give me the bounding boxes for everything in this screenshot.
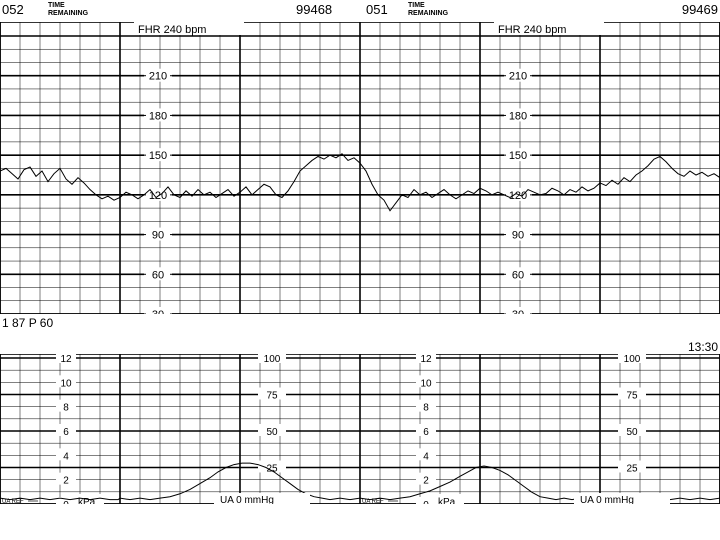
svg-text:6: 6 <box>423 427 429 438</box>
svg-text:4: 4 <box>423 451 429 462</box>
svg-text:UA 0 mmHg: UA 0 mmHg <box>580 495 634 504</box>
svg-text:180: 180 <box>509 110 527 122</box>
time-remaining-left-1: TIME <box>48 2 65 9</box>
svg-text:UA REF: UA REF <box>2 499 24 504</box>
svg-text:25: 25 <box>626 464 638 475</box>
svg-text:UA REF: UA REF <box>362 499 384 504</box>
svg-text:150: 150 <box>149 150 167 162</box>
svg-text:75: 75 <box>266 391 278 402</box>
svg-text:4: 4 <box>63 451 69 462</box>
svg-text:2: 2 <box>423 476 429 487</box>
svg-text:12: 12 <box>420 354 432 365</box>
svg-text:12: 12 <box>60 354 72 365</box>
panel-id-left: 052 <box>2 2 24 17</box>
svg-text:FHR 240 bpm: FHR 240 bpm <box>138 24 206 36</box>
svg-text:60: 60 <box>512 269 524 281</box>
svg-text:kPa: kPa <box>438 497 456 504</box>
svg-text:8: 8 <box>423 403 429 414</box>
panel-id-right: 051 <box>366 2 388 17</box>
fhr-svg: FHR 240 bpm306090120150180210FHR 240 bpm… <box>0 22 720 314</box>
svg-text:210: 210 <box>509 71 527 83</box>
ua-svg: 024681012kPa024681012kPa0255075100025507… <box>0 354 720 504</box>
svg-text:10: 10 <box>60 378 72 389</box>
svg-text:FHR 240 bpm: FHR 240 bpm <box>498 24 566 36</box>
header-row: 052 TIME REMAINING 99468 051 TIME REMAIN… <box>0 0 720 22</box>
svg-text:10: 10 <box>420 378 432 389</box>
svg-text:0: 0 <box>423 500 429 504</box>
mid-label: 1 87 P 60 <box>2 316 53 330</box>
svg-text:180: 180 <box>149 110 167 122</box>
mid-row: 1 87 P 60 13:30 <box>0 314 720 354</box>
svg-text:0: 0 <box>63 500 69 504</box>
svg-text:100: 100 <box>264 354 281 365</box>
svg-text:150: 150 <box>509 150 527 162</box>
center-number: 99468 <box>296 2 332 17</box>
time-remaining-right-2: REMAINING <box>408 10 448 17</box>
svg-text:100: 100 <box>624 354 641 365</box>
svg-text:210: 210 <box>149 71 167 83</box>
svg-text:60: 60 <box>152 269 164 281</box>
far-right-number: 99469 <box>682 2 718 17</box>
svg-text:6: 6 <box>63 427 69 438</box>
time-remaining-left-2: REMAINING <box>48 10 88 17</box>
svg-text:UA 0 mmHg: UA 0 mmHg <box>220 495 274 504</box>
ua-chart: 024681012kPa024681012kPa0255075100025507… <box>0 354 720 504</box>
svg-text:90: 90 <box>512 230 524 242</box>
svg-text:8: 8 <box>63 403 69 414</box>
svg-text:50: 50 <box>266 427 278 438</box>
svg-text:75: 75 <box>626 391 638 402</box>
time-remaining-right-1: TIME <box>408 2 425 9</box>
svg-text:50: 50 <box>626 427 638 438</box>
svg-text:120: 120 <box>509 190 527 202</box>
svg-text:2: 2 <box>63 476 69 487</box>
time-label: 13:30 <box>688 340 718 354</box>
svg-text:90: 90 <box>152 230 164 242</box>
fhr-chart: FHR 240 bpm306090120150180210FHR 240 bpm… <box>0 22 720 314</box>
